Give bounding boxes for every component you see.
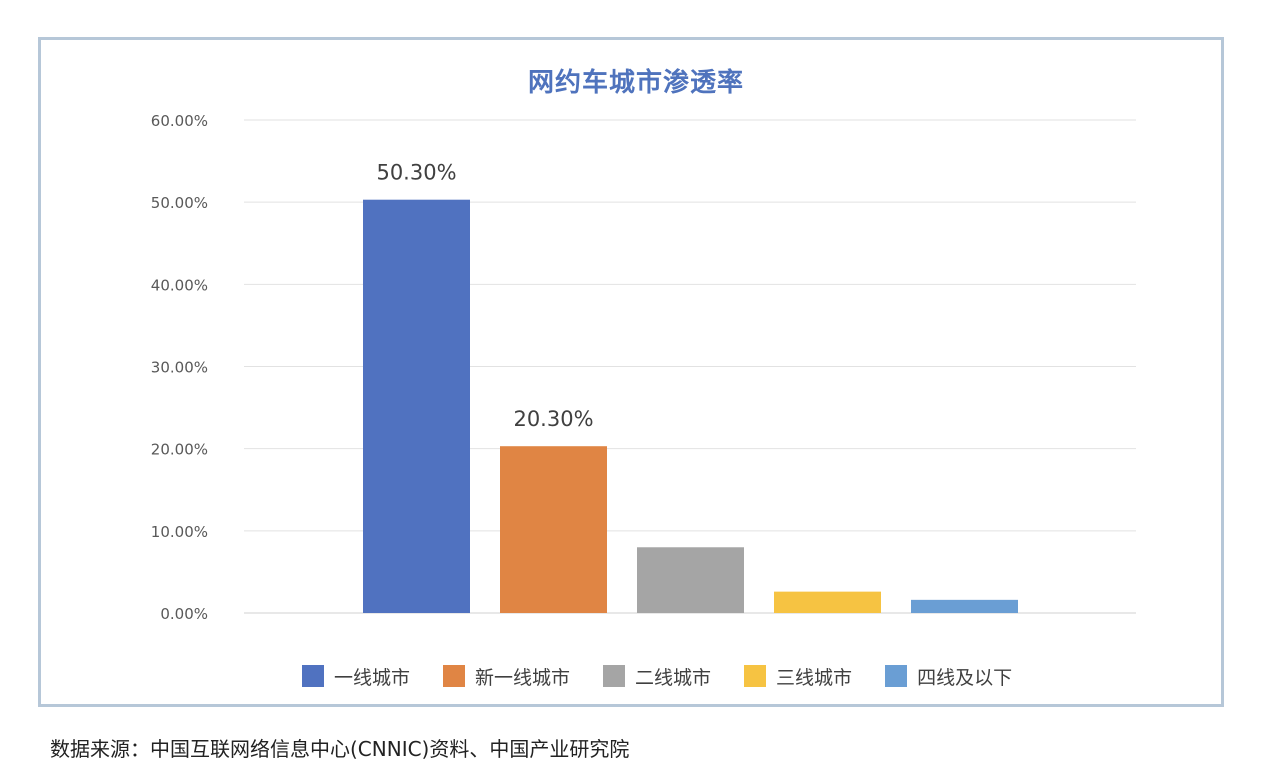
bar <box>363 199 470 613</box>
source-note: 数据来源：中国互联网络信息中心(CNNIC)资料、中国产业研究院 <box>50 737 630 761</box>
y-tick-label: 20.00% <box>151 441 208 459</box>
legend-swatch <box>885 665 908 687</box>
legend-swatch <box>302 665 324 687</box>
y-tick-label: 10.00% <box>151 523 208 541</box>
legend-swatch <box>603 665 626 687</box>
data-label: 50.30% <box>376 161 456 185</box>
y-tick-label: 40.00% <box>151 276 208 294</box>
bar <box>911 599 1018 613</box>
legend-item: 二线城市 <box>603 663 711 690</box>
y-tick-label: 0.00% <box>160 605 208 623</box>
legend-item: 一线城市 <box>302 663 410 690</box>
legend-item: 四线及以下 <box>885 663 1012 690</box>
legend-swatch <box>744 665 767 687</box>
legend-label: 四线及以下 <box>917 666 1013 689</box>
y-tick-label: 50.00% <box>151 194 208 212</box>
y-tick-label: 30.00% <box>151 359 208 377</box>
legend-item: 三线城市 <box>744 663 852 690</box>
legend-label: 二线城市 <box>635 666 712 689</box>
bar <box>637 547 744 613</box>
legend-swatch <box>443 665 466 687</box>
legend-label: 新一线城市 <box>475 666 571 689</box>
legend-label: 一线城市 <box>334 666 411 689</box>
chart-legend: 一线城市 新一线城市 二线城市 三线城市 四线及以下 <box>302 662 1045 690</box>
chart-frame <box>38 37 1224 707</box>
legend-item: 新一线城市 <box>443 663 570 690</box>
chart-title: 网约车城市渗透率 <box>527 68 744 98</box>
data-label: 20.30% <box>513 407 593 431</box>
y-tick-label: 60.00% <box>151 112 208 130</box>
bar <box>774 591 881 613</box>
bar <box>500 446 607 613</box>
legend-label: 三线城市 <box>776 666 853 689</box>
